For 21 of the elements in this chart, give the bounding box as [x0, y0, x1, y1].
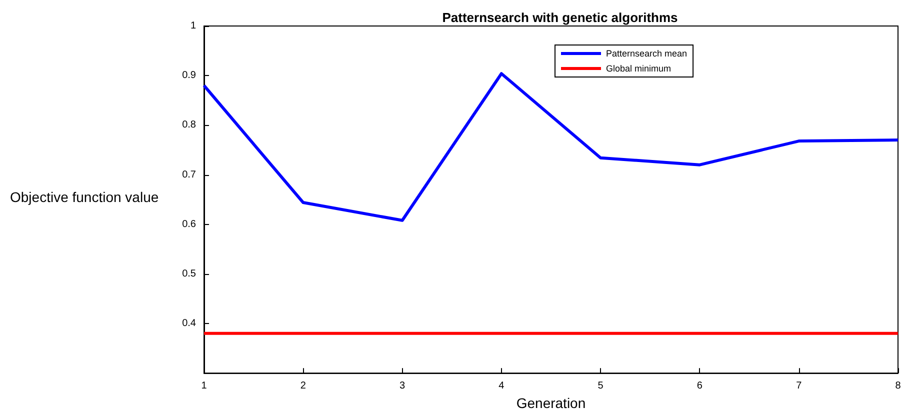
x-tick-label: 5 [598, 380, 604, 392]
x-tick-label: 4 [498, 380, 505, 392]
x-tick-label: 6 [696, 380, 703, 392]
legend-label: Global minimum [606, 64, 672, 74]
x-axis-title: Generation [516, 395, 586, 411]
y-tick-label: 0.4 [182, 318, 196, 330]
x-tick-label: 3 [400, 380, 406, 392]
x-tick-label: 8 [895, 380, 902, 392]
y-tick-label: 0.6 [182, 218, 196, 230]
y-tick-label: 0.5 [182, 268, 196, 280]
y-tick-label: 0.8 [182, 120, 196, 131]
x-tick-label: 1 [201, 380, 208, 392]
y-tick-label: 0.7 [182, 169, 196, 180]
y-tick-label: 0.9 [182, 70, 196, 82]
line-series [202, 72, 900, 222]
x-tick-label: 7 [796, 380, 802, 392]
y-tick-label: 1 [190, 20, 196, 32]
y-axis-title: Objective function value [10, 189, 159, 205]
x-tick-label: 2 [300, 380, 306, 392]
legend-label: Patternsearch mean [606, 48, 688, 58]
chart-title: Patternsearch with genetic algorithms [442, 10, 678, 25]
